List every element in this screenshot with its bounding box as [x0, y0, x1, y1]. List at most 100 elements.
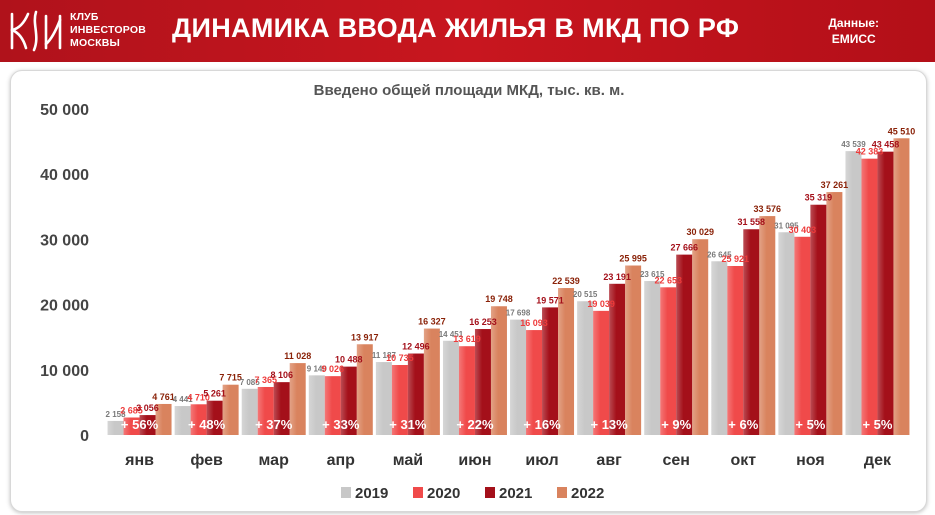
bar-2019-ноя	[778, 232, 795, 435]
growth-label: + 9%	[661, 417, 691, 432]
data-label: 27 666	[670, 243, 698, 253]
bar-2020-авг	[593, 310, 610, 435]
legend-label: 2021	[499, 485, 532, 502]
data-label: 8 106	[270, 370, 293, 380]
bar-2020-ноя	[794, 236, 811, 435]
data-label: 10 735	[386, 353, 414, 363]
bar-2019-дек	[845, 151, 862, 435]
y-tick-label: 0	[80, 428, 89, 445]
y-tick-label: 10 000	[40, 363, 89, 380]
legend-swatch-2022	[557, 487, 567, 498]
bar-2019-янв	[107, 420, 124, 435]
legend-swatch-2020	[413, 487, 423, 498]
data-label: 13 917	[351, 332, 379, 342]
bar-chart: Введено общей площади МКД, тыс. кв. м. 0…	[40, 82, 915, 502]
bar-2020-окт	[727, 265, 744, 435]
x-tick-label: май	[393, 452, 423, 469]
club-name-line: МОСКВЫ	[70, 37, 120, 49]
bar-2021-сен	[676, 254, 693, 435]
bar-2021-ноя	[810, 204, 827, 435]
x-tick-label: окт	[730, 452, 756, 469]
bar-2022-ноя	[826, 192, 843, 435]
bar-2021-мар	[273, 382, 290, 435]
club-logo-icon	[10, 10, 62, 52]
growth-label: + 31%	[389, 417, 427, 432]
growth-label: + 22%	[456, 417, 494, 432]
y-tick-label: 30 000	[40, 232, 89, 249]
growth-label: + 37%	[255, 417, 293, 432]
bar-2020-мар	[257, 386, 274, 435]
bar-2021-фев	[206, 400, 223, 435]
bar-2020-июл	[526, 330, 543, 435]
data-label: 31 558	[738, 217, 766, 227]
x-tick-label: ноя	[796, 452, 825, 469]
bar-2020-май	[391, 365, 408, 435]
data-label: 31 095	[774, 221, 799, 230]
bar-2019-апр	[308, 375, 325, 435]
bar-2020-сен	[660, 287, 677, 435]
data-label: 4 441	[173, 395, 194, 404]
chart-title: Введено общей площади МКД, тыс. кв. м.	[314, 82, 625, 99]
x-tick-label: мар	[259, 452, 290, 469]
data-label: 4 710	[187, 392, 210, 402]
bar-2020-янв	[123, 417, 140, 435]
y-tick-label: 20 000	[40, 298, 89, 315]
x-tick-label: июл	[525, 452, 558, 469]
data-label: 14 451	[439, 330, 464, 339]
data-label: 22 653	[654, 275, 682, 285]
bar-2021-апр	[340, 366, 357, 435]
data-label: 11 187	[372, 351, 397, 360]
data-label: 2 685	[120, 405, 143, 415]
legend-swatch-2019	[341, 487, 351, 498]
bar-2022-дек	[893, 138, 910, 435]
data-label: 43 458	[872, 140, 900, 150]
data-label: 22 539	[552, 276, 580, 286]
data-label: 25 995	[619, 254, 647, 264]
bar-2019-авг	[577, 301, 594, 435]
bar-2020-фев	[190, 404, 207, 435]
x-tick-label: фев	[190, 452, 223, 469]
x-tick-label: сен	[662, 452, 689, 469]
data-label: 12 496	[402, 342, 430, 352]
data-label: 19 748	[485, 294, 513, 304]
data-label: 19 571	[536, 295, 564, 305]
growth-label: + 48%	[188, 417, 226, 432]
bar-2019-окт	[711, 261, 728, 435]
header-banner: КЛУБ ИНВЕСТОРОВ МОСКВЫ ДИНАМИКА ВВОДА ЖИ…	[0, 0, 935, 62]
data-label: 9 026	[322, 364, 345, 374]
chart-panel: Введено общей площади МКД, тыс. кв. м. 0…	[10, 70, 927, 512]
source-name: ЕМИСС	[831, 32, 876, 46]
bar-2021-июл	[542, 307, 559, 435]
x-tick-label: апр	[327, 452, 356, 469]
data-label: 10 488	[335, 355, 363, 365]
data-label: 37 261	[821, 180, 849, 190]
data-label: 33 576	[754, 204, 782, 214]
legend-label: 2022	[571, 485, 604, 502]
bar-2022-июн	[490, 306, 507, 435]
legend-label: 2019	[355, 485, 388, 502]
page-title: ДИНАМИКА ВВОДА ЖИЛЬЯ В МКД ПО РФ	[172, 13, 740, 43]
bar-2022-май	[423, 328, 440, 435]
data-label: 23 615	[640, 270, 665, 279]
bar-2021-май	[407, 353, 424, 435]
legend-label: 2020	[427, 485, 460, 502]
bar-2022-апр	[356, 344, 373, 435]
data-label: 19 039	[587, 299, 615, 309]
data-label: 35 319	[805, 193, 833, 203]
data-label: 5 261	[203, 389, 226, 399]
x-tick-label: янв	[124, 452, 154, 469]
bar-2019-май	[375, 362, 392, 435]
data-label: 42 383	[856, 147, 884, 157]
bar-2019-мар	[241, 388, 258, 435]
legend-swatch-2021	[485, 487, 495, 498]
data-label: 26 645	[707, 250, 732, 259]
bar-2022-окт	[759, 216, 776, 435]
bar-2019-фев	[174, 406, 191, 435]
growth-label: + 5%	[795, 417, 825, 432]
bar-2021-июн	[474, 329, 491, 435]
data-label: 16 327	[418, 317, 446, 327]
data-label: 2 158	[106, 410, 127, 419]
bar-2021-янв	[139, 415, 156, 435]
data-label: 7 715	[219, 373, 242, 383]
bar-2020-июн	[458, 346, 475, 435]
